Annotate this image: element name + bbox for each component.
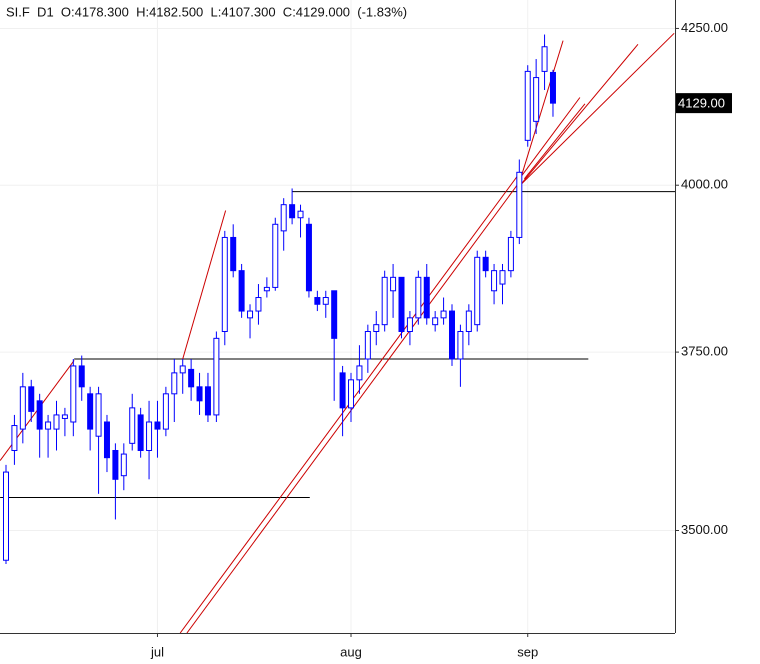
y-tick-label: 3750.00 <box>681 344 728 359</box>
candle-body <box>474 256 481 326</box>
candle-body <box>45 421 52 430</box>
candle-body <box>289 204 296 219</box>
candle-body <box>305 223 312 292</box>
candle-body <box>541 46 548 72</box>
candle-body <box>549 71 556 104</box>
candle-body <box>204 386 211 416</box>
candle-body <box>129 407 136 444</box>
last-price-label: 4129.00 <box>678 96 725 111</box>
candle-body <box>533 77 540 122</box>
candle-body <box>28 386 35 412</box>
candle-body <box>213 337 220 416</box>
plot-area <box>0 32 675 633</box>
trend-line <box>523 103 586 180</box>
last-price-box <box>676 93 732 114</box>
candle-body <box>448 310 455 360</box>
trend-line <box>519 40 564 181</box>
candle-body <box>364 330 371 360</box>
candle-body <box>53 414 60 430</box>
candle-body <box>322 297 329 305</box>
candle-body <box>516 171 523 238</box>
candle-body <box>440 310 447 319</box>
trend-line <box>519 32 675 186</box>
trend-line <box>182 210 227 360</box>
candle-body <box>188 368 195 388</box>
candle-body <box>238 270 245 312</box>
candle-body <box>162 393 169 430</box>
candle-body <box>457 330 464 360</box>
candle-body <box>465 310 472 332</box>
candle-body <box>137 414 144 451</box>
candle-body <box>331 290 338 339</box>
candle-body <box>255 297 262 312</box>
candle-body <box>423 276 430 319</box>
y-tick-label: 3500.00 <box>681 522 728 537</box>
candle-body <box>78 365 85 388</box>
candle-body <box>61 414 68 419</box>
candle-body <box>314 297 321 305</box>
candle-body <box>507 236 514 272</box>
candle-body <box>36 400 43 430</box>
x-tick-label: sep <box>517 644 538 659</box>
trend-line <box>186 178 523 633</box>
candle-body <box>95 393 102 437</box>
candle-body <box>19 386 26 430</box>
x-tick-label: aug <box>340 644 362 659</box>
candle-body <box>491 270 498 292</box>
candle-body <box>196 386 203 402</box>
candle-body <box>432 317 439 326</box>
candle-body <box>112 449 119 480</box>
candle-body <box>230 236 237 272</box>
chart-header: SI.F D1 O:4178.300 H:4182.500 L:4107.300… <box>6 4 407 19</box>
candle-body <box>70 365 77 423</box>
candle-body <box>406 317 413 332</box>
candle-body <box>3 471 9 561</box>
candle-body <box>339 372 346 409</box>
candle-body <box>103 421 110 459</box>
candle-body <box>263 286 270 292</box>
candle-body <box>499 270 506 285</box>
candle-body <box>11 425 18 451</box>
candle-body <box>179 365 186 374</box>
candle-body <box>415 276 422 319</box>
candle-body <box>356 365 363 381</box>
trend-line <box>521 97 581 176</box>
candle-body <box>280 204 287 232</box>
y-tick-label: 4250.00 <box>681 20 728 35</box>
candle-body <box>272 223 279 288</box>
candle-body <box>348 379 355 409</box>
grid <box>0 0 675 633</box>
candle-body <box>381 276 388 326</box>
x-tick-label: jul <box>150 644 164 659</box>
trend-line <box>519 43 639 186</box>
candle-body <box>154 421 161 430</box>
candle-body <box>221 236 228 332</box>
candle-body <box>87 393 94 430</box>
candle-body <box>482 256 489 272</box>
candle-body <box>120 453 127 477</box>
candle-body <box>398 276 405 332</box>
candle-body <box>373 324 380 332</box>
candle-body <box>390 276 397 292</box>
candle-body <box>247 310 254 319</box>
candle-body <box>146 421 153 451</box>
candle-body <box>297 210 304 219</box>
candle-body <box>524 70 531 141</box>
candle-body <box>171 372 178 395</box>
y-tick-label: 4000.00 <box>681 177 728 192</box>
